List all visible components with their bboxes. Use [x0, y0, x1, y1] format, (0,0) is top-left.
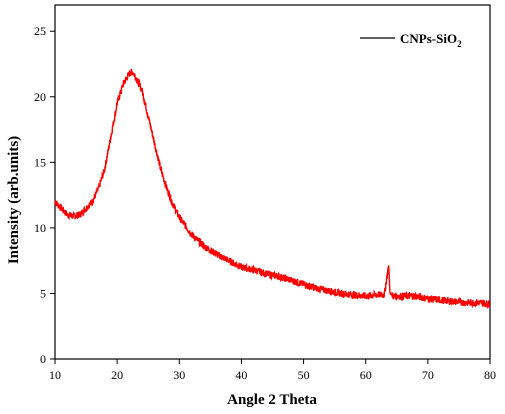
y-tick-label: 20: [34, 90, 46, 104]
x-tick-label: 60: [360, 368, 372, 382]
y-tick-label: 0: [40, 352, 46, 366]
y-axis-title: Intensity (arb.units): [6, 136, 22, 264]
plot-frame: [54, 4, 491, 360]
x-tick-label: 80: [484, 368, 496, 382]
series-line-cnps-sio2: [54, 68, 491, 310]
y-tick-label: 5: [40, 286, 46, 300]
x-tick-label: 40: [235, 368, 247, 382]
x-tick-label: 70: [422, 368, 434, 382]
x-tick-label: 30: [173, 368, 185, 382]
y-tick-label: 15: [34, 155, 46, 169]
legend: CNPs-SiO2: [360, 31, 462, 49]
legend-label: CNPs-SiO2: [400, 31, 462, 49]
y-axis-ticks: 0 5 10 15 20 25: [34, 24, 55, 366]
x-tick-label: 20: [111, 368, 123, 382]
x-tick-label: 50: [298, 368, 310, 382]
x-axis-ticks: 10 20 30 40 50 60 70 80: [49, 359, 496, 382]
x-axis-title: Angle 2 Theta: [227, 392, 317, 408]
plot-area: 10 20 30 40 50 60 70 80 0 5 10 15 20 25: [34, 4, 496, 382]
y-tick-label: 25: [34, 24, 46, 38]
x-tick-label: 10: [49, 368, 61, 382]
y-tick-label: 10: [34, 221, 46, 235]
